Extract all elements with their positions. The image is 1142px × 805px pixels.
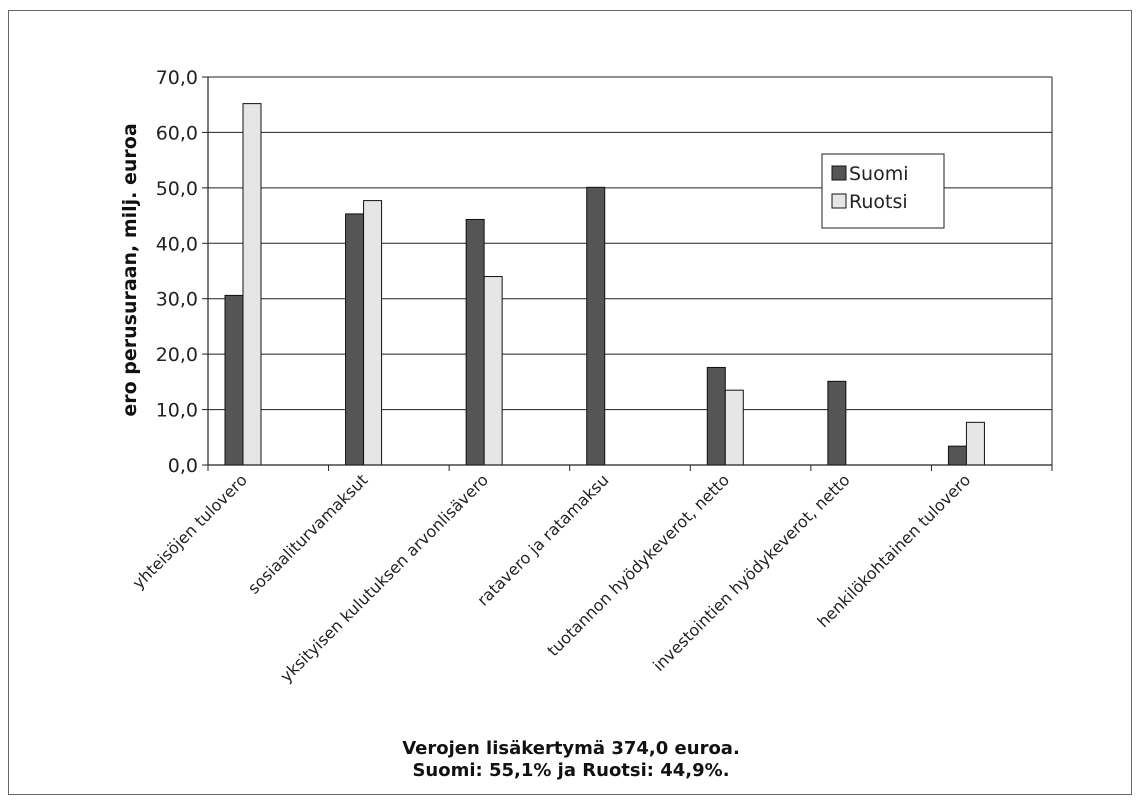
x-tick-label: investointien hyödykeverot, netto — [649, 470, 854, 675]
y-tick-label: 10,0 — [156, 400, 198, 422]
y-tick-label: 0,0 — [168, 455, 198, 477]
bar-ruotsi — [483, 276, 503, 466]
y-tick-label: 30,0 — [156, 289, 198, 311]
bar-suomi — [224, 294, 244, 466]
axes — [202, 76, 1053, 471]
y-tick-label: 50,0 — [156, 178, 198, 200]
bar-suomi — [586, 186, 606, 466]
y-tick-label: 60,0 — [156, 122, 198, 144]
legend-swatch-ruotsi — [831, 193, 847, 209]
bar-ruotsi — [965, 421, 985, 466]
y-tick-label: 70,0 — [156, 67, 198, 89]
legend: Suomi Ruotsi — [821, 153, 945, 229]
legend-swatch-suomi — [831, 165, 847, 181]
bar-suomi — [947, 445, 967, 466]
x-tick-label: yhteisöjen tulovero — [129, 470, 251, 592]
y-axis-label: ero perusuraan, milj. euroa — [119, 123, 141, 416]
legend-label-suomi: Suomi — [849, 163, 909, 185]
y-tick-label: 40,0 — [156, 233, 198, 255]
footnote-line-1: Verojen lisäkertymä 374,0 euroa. — [402, 738, 740, 759]
bar-ruotsi — [363, 200, 383, 466]
bar-suomi — [465, 218, 485, 466]
grid-lines — [208, 76, 1052, 411]
bar-ruotsi — [242, 103, 262, 466]
x-tick-label: yksityisen kulutuksen arvonlisävero — [276, 470, 492, 686]
x-tick-label: sosiaaliturvamaksut — [244, 470, 371, 597]
x-tick-labels: yhteisöjen tuloverososiaaliturvamaksutyk… — [129, 470, 975, 686]
bar-suomi — [827, 380, 847, 466]
footnote-line-2: Suomi: 55,1% ja Ruotsi: 44,9%. — [412, 760, 730, 781]
bar-ruotsi — [724, 389, 744, 466]
y-tick-labels: 0,0 10,0 20,0 30,0 40,0 50,0 60,0 70,0 — [156, 67, 198, 477]
bar-suomi — [706, 366, 726, 466]
y-tick-label: 20,0 — [156, 344, 198, 366]
legend-label-ruotsi: Ruotsi — [849, 191, 908, 213]
bars — [224, 103, 985, 466]
x-tick-label: ratavero ja ratamaksu — [473, 470, 612, 609]
bar-suomi — [345, 213, 365, 466]
chart-frame — [8, 10, 1132, 795]
